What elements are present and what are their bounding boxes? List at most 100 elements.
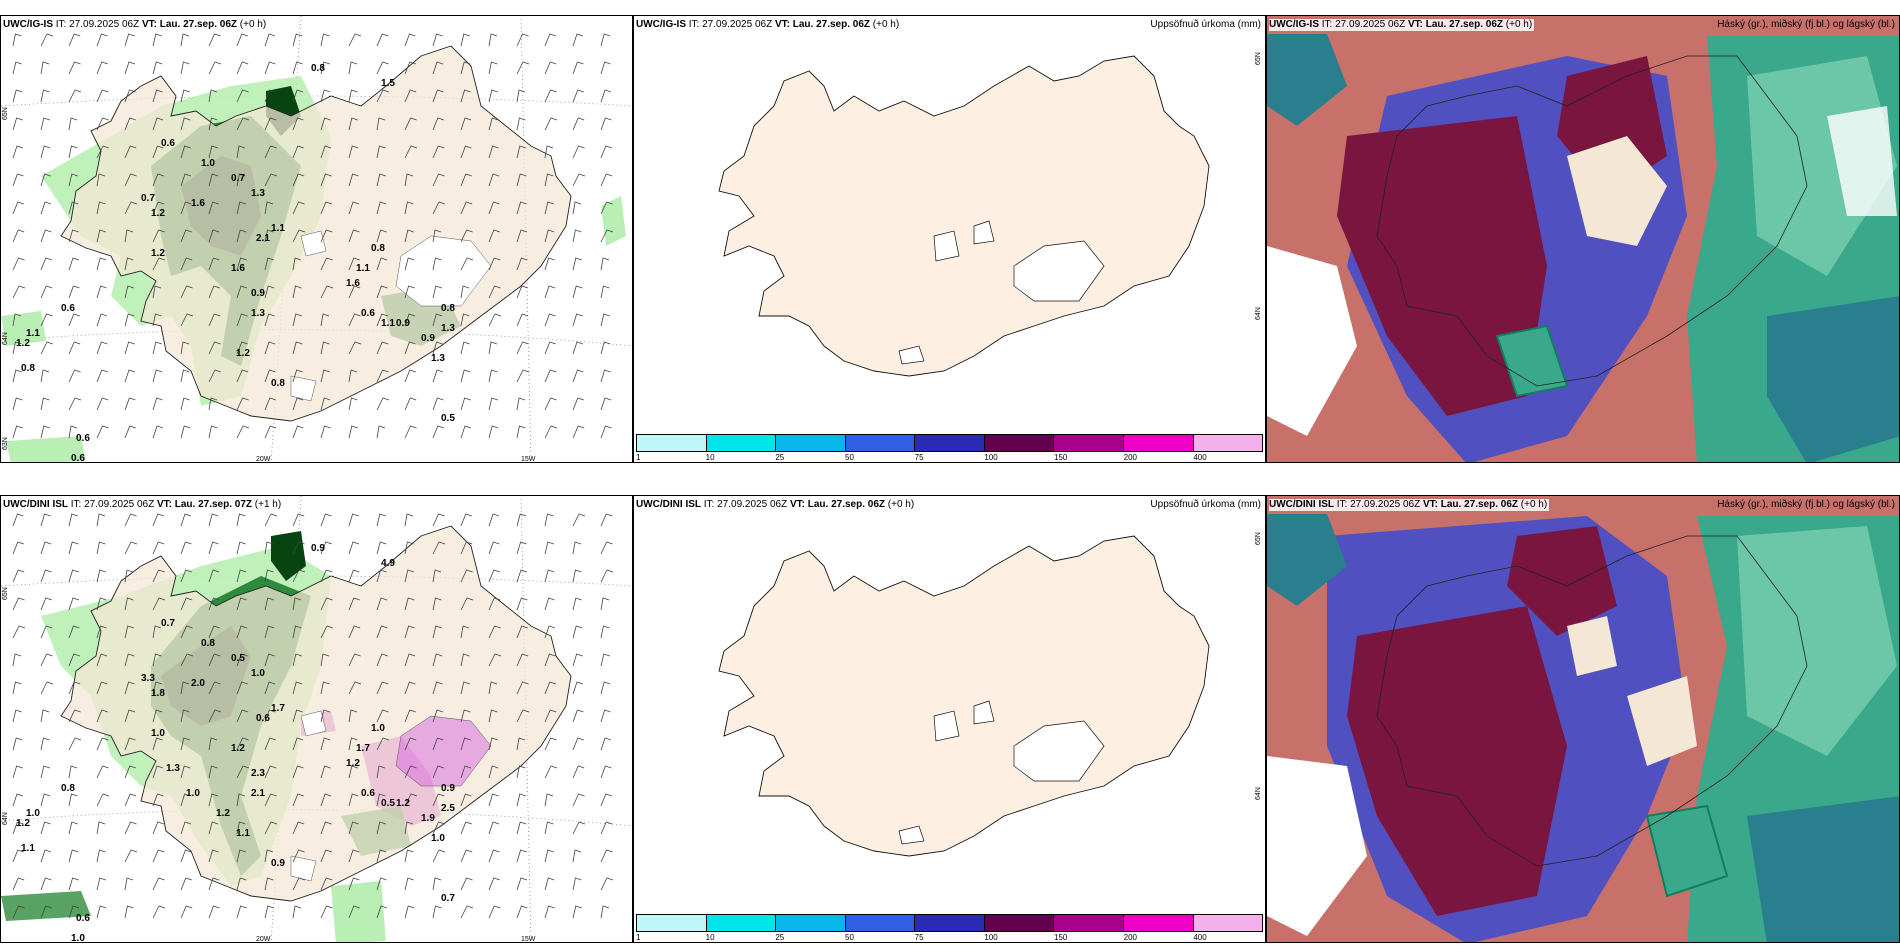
wind-barb [544,257,555,271]
wind-barb [516,173,527,187]
wind-barb [292,89,304,103]
wind-barb [264,625,275,639]
wind-barb [96,541,106,555]
wind-barb [376,569,387,583]
wind-barb [152,625,162,639]
wind-barb [600,397,612,411]
wind-barb [68,905,80,919]
wind-barb [348,313,361,327]
wind-barb [320,173,332,187]
wind-barb [236,793,246,807]
wind-barb [320,313,330,327]
colorbar-segment [984,435,1055,451]
lat-label: 64N [1255,307,1262,320]
precip-value-label: 1.0 [431,833,445,844]
wind-barb [320,513,332,527]
wind-barb [544,905,555,919]
lat-label: 64N [2,332,9,345]
precip-value-label: 1.1 [21,843,35,854]
wind-barb [600,681,611,695]
wind-barb [572,709,584,723]
wind-barb [40,33,54,47]
wind-barb [124,905,134,919]
wind-barb [236,653,248,667]
wind-barb [320,117,331,131]
accumulated-precip-map: 65N 64N [718,52,1262,377]
wind-barb [236,425,250,439]
wind-barb [320,597,333,611]
wind-barb [292,397,304,411]
wind-barb [600,89,612,103]
wind-barb [292,709,303,723]
wind-barbs [12,33,614,439]
wind-barb [432,765,444,779]
wind-barb [264,89,276,103]
wind-barb [376,821,386,835]
precip-value-label: 0.5 [441,413,455,424]
wind-barb [432,597,442,611]
wind-barb [68,793,78,807]
wind-barb [152,569,165,583]
wind-barb [460,625,470,639]
wind-barb [488,793,499,807]
wind-barb [572,285,583,299]
wind-barb [348,513,359,527]
wind-barb [572,877,582,891]
wind-barb [68,341,81,355]
colorbar-segment [1054,915,1124,931]
wind-barb [516,737,526,751]
wind-barb [460,765,472,779]
wind-barb [600,61,611,75]
wind-barb [264,61,276,75]
wind-barb [124,369,136,383]
wind-barb [376,597,388,611]
wind-barb [264,313,275,327]
wind-barb [544,173,554,187]
wind-barb [152,793,164,807]
wind-barb [264,849,274,863]
wind-barb [208,597,220,611]
wind-barb [600,117,612,131]
wind-barb [432,569,442,583]
wind-barb [460,877,473,891]
wind-barb [292,653,302,667]
wind-barb [208,229,220,243]
wind-barb [320,849,332,863]
wind-barb [488,285,501,299]
wind-barb [572,229,582,243]
cloud-panel-row1: UWC/DINI ISL IT: 27.09.2025 06Z VT: Lau.… [1266,495,1900,943]
precip-value-label: 2.5 [441,803,455,814]
wind-barb [292,849,305,863]
wind-barb [40,201,52,215]
wind-barb [320,653,330,667]
precip-value-label: 1.6 [231,263,245,274]
wind-barb [292,341,303,355]
wind-barb [40,765,50,779]
wind-barb [292,61,303,75]
colorbar-segment [1193,435,1263,451]
wind-barb [572,849,582,863]
wind-barbs [12,513,614,919]
wind-barb [12,313,22,327]
wind-barb [152,33,162,47]
wind-barb [152,285,162,299]
wind-barb [488,341,498,355]
wind-barb [292,369,303,383]
wind-barb [348,61,358,75]
wind-barb [488,313,502,327]
wind-barb [572,737,584,751]
wind-barb [600,33,611,47]
wind-barb [460,61,471,75]
wind-barb [208,397,218,411]
precip-value-label: 0.8 [271,378,285,389]
wind-barb [376,341,389,355]
wind-barb [348,341,362,355]
wind-barb [376,369,389,383]
wind-barb [152,765,164,779]
wind-barb [516,285,528,299]
precip-value-label: 0.5 [381,798,395,809]
wind-barb [292,625,302,639]
wind-barb [572,905,582,919]
wind-barb [12,201,24,215]
wind-barb [264,709,276,723]
